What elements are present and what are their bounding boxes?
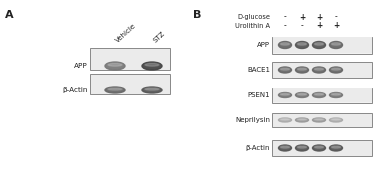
Text: APP: APP (74, 63, 88, 69)
Ellipse shape (312, 42, 326, 49)
Ellipse shape (298, 68, 307, 70)
Ellipse shape (331, 43, 340, 45)
Ellipse shape (108, 88, 122, 90)
Ellipse shape (314, 146, 323, 148)
Ellipse shape (298, 43, 307, 45)
Bar (272, 88, 372, 102)
Text: Urolithin A: Urolithin A (235, 23, 270, 29)
Ellipse shape (312, 93, 326, 98)
Text: -: - (283, 13, 287, 22)
Ellipse shape (298, 93, 307, 95)
Ellipse shape (142, 87, 162, 93)
Ellipse shape (145, 63, 159, 66)
Bar (272, 88, 372, 102)
Ellipse shape (298, 119, 307, 120)
Ellipse shape (279, 42, 291, 49)
Text: D-glucose: D-glucose (237, 14, 270, 20)
Ellipse shape (314, 93, 323, 95)
Bar (90, 74, 170, 94)
Text: A: A (5, 10, 14, 20)
Text: β-Actin: β-Actin (63, 87, 88, 93)
Ellipse shape (105, 87, 125, 93)
Ellipse shape (331, 93, 340, 95)
Bar (90, 48, 170, 70)
Ellipse shape (329, 67, 342, 73)
Ellipse shape (280, 43, 290, 45)
Ellipse shape (279, 93, 291, 98)
Ellipse shape (279, 145, 291, 151)
Bar (272, 140, 372, 156)
Ellipse shape (296, 67, 309, 73)
Bar (272, 113, 372, 127)
Text: β-Actin: β-Actin (245, 145, 270, 151)
Ellipse shape (329, 93, 342, 98)
Text: +: + (316, 22, 322, 31)
Ellipse shape (142, 62, 162, 70)
Text: +: + (316, 13, 322, 22)
Text: STZ: STZ (152, 31, 166, 44)
Text: BACE1: BACE1 (247, 67, 270, 73)
Ellipse shape (329, 42, 342, 49)
Text: -: - (335, 13, 337, 22)
Bar (272, 141, 372, 155)
Bar (272, 37, 372, 53)
Ellipse shape (296, 42, 309, 49)
Ellipse shape (296, 118, 309, 122)
Ellipse shape (312, 145, 326, 151)
Ellipse shape (312, 118, 326, 122)
Text: PSEN1: PSEN1 (247, 92, 270, 98)
Bar (90, 49, 169, 70)
Ellipse shape (296, 145, 309, 151)
Ellipse shape (280, 119, 290, 120)
Text: +: + (333, 22, 339, 31)
Text: -: - (301, 22, 303, 31)
Ellipse shape (314, 119, 323, 120)
Ellipse shape (105, 62, 125, 70)
Ellipse shape (331, 68, 340, 70)
Ellipse shape (314, 68, 323, 70)
Bar (272, 63, 372, 77)
Text: -: - (283, 22, 287, 31)
Bar (272, 62, 372, 78)
Ellipse shape (108, 63, 122, 66)
Text: Vehicle: Vehicle (115, 23, 138, 44)
Bar (90, 75, 169, 93)
Text: +: + (299, 13, 305, 22)
Ellipse shape (314, 43, 323, 45)
Ellipse shape (280, 146, 290, 148)
Ellipse shape (331, 146, 340, 148)
Text: B: B (193, 10, 201, 20)
Ellipse shape (312, 67, 326, 73)
Bar (272, 36, 372, 54)
Bar (272, 114, 372, 127)
Ellipse shape (298, 146, 307, 148)
Ellipse shape (331, 119, 340, 120)
Ellipse shape (279, 67, 291, 73)
Ellipse shape (296, 93, 309, 98)
Ellipse shape (279, 118, 291, 122)
Ellipse shape (329, 145, 342, 151)
Text: APP: APP (257, 42, 270, 48)
Ellipse shape (145, 88, 159, 90)
Ellipse shape (280, 68, 290, 70)
Ellipse shape (280, 93, 290, 95)
Ellipse shape (329, 118, 342, 122)
Text: Neprilysin: Neprilysin (235, 117, 270, 123)
